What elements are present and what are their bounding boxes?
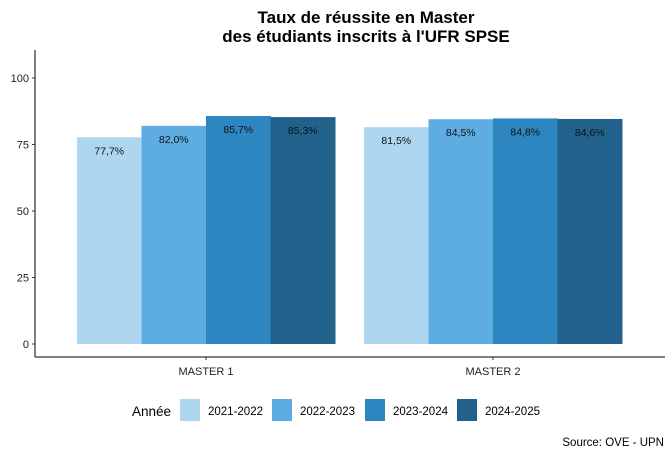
legend-label: 2022-2023 bbox=[300, 406, 355, 418]
bar-master-1-2024-2025 bbox=[270, 117, 336, 345]
chart-title-line-2: des étudiants inscrits à l'UFR SPSE bbox=[222, 27, 509, 46]
data-label: 85,3% bbox=[288, 125, 318, 137]
legend-swatch bbox=[365, 399, 385, 421]
data-label: 84,5% bbox=[446, 127, 476, 139]
legend-swatch bbox=[272, 399, 292, 421]
legend-swatch bbox=[457, 399, 477, 421]
data-label: 84,8% bbox=[510, 126, 540, 138]
legend-label: 2024-2025 bbox=[485, 406, 540, 418]
legend-label: 2023-2024 bbox=[393, 406, 449, 418]
y-tick-label: 0 bbox=[23, 339, 29, 351]
legend-label: 2021-2022 bbox=[208, 406, 263, 418]
bar-master-2-2024-2025 bbox=[557, 118, 623, 345]
data-label: 84,6% bbox=[575, 127, 605, 139]
bar-master-1-2023-2024 bbox=[206, 116, 271, 345]
chart-title-line-1: Taux de réussite en Master bbox=[258, 8, 475, 27]
caption: Source: OVE - UPN bbox=[562, 437, 664, 449]
legend-swatch bbox=[180, 399, 200, 421]
data-label: 77,7% bbox=[94, 145, 124, 157]
x-tick-label: MASTER 2 bbox=[465, 366, 520, 378]
legend-title: Année bbox=[132, 404, 171, 419]
bar-master-1-2022-2023 bbox=[141, 125, 207, 344]
bar-master-2-2022-2023 bbox=[428, 119, 494, 344]
data-label: 82,0% bbox=[159, 134, 189, 146]
data-label: 85,7% bbox=[223, 124, 253, 136]
data-label: 81,5% bbox=[381, 135, 411, 147]
bar-master-1-2021-2022 bbox=[77, 137, 142, 344]
y-tick-label: 100 bbox=[11, 73, 29, 85]
bar-master-2-2021-2022 bbox=[364, 127, 429, 345]
bar-master-2-2023-2024 bbox=[493, 118, 558, 344]
y-tick-label: 50 bbox=[17, 206, 29, 218]
x-tick-label: MASTER 1 bbox=[178, 366, 233, 378]
y-tick-label: 75 bbox=[17, 140, 29, 152]
y-tick-label: 25 bbox=[17, 273, 29, 285]
